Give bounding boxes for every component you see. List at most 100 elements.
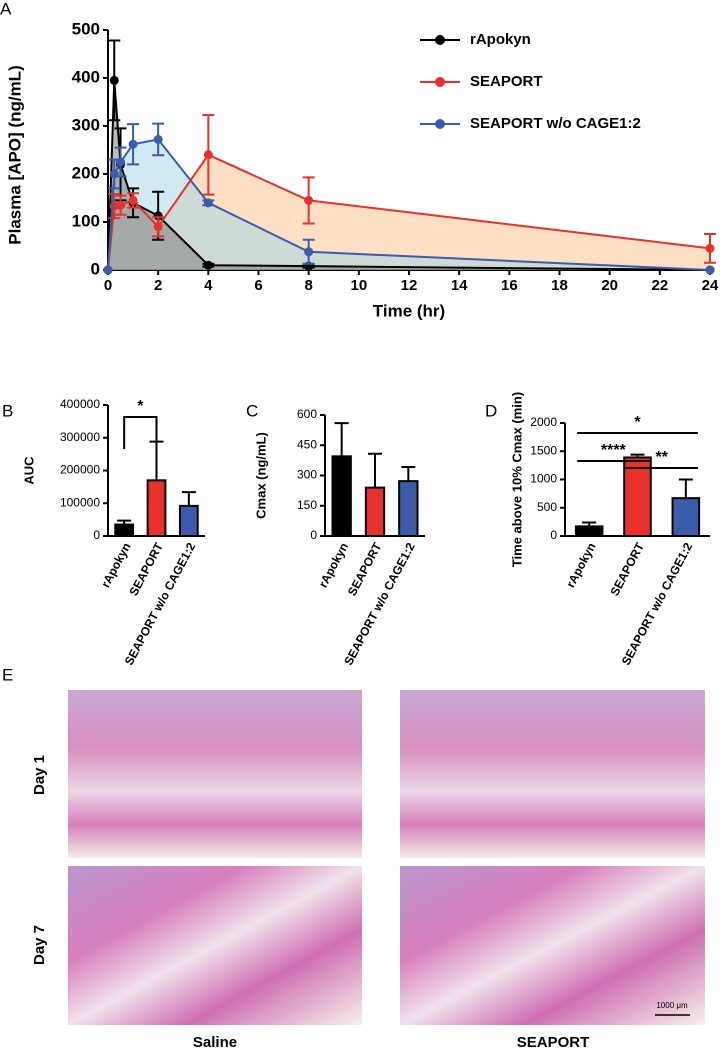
legend-label: SEAPORT w/o CAGE1:2: [470, 115, 641, 132]
y-tick-label: 100: [72, 211, 100, 230]
y-tick-label: 200000: [60, 463, 100, 477]
bar: [146, 479, 167, 538]
error-bar: [401, 466, 416, 482]
legend-marker: [435, 119, 445, 129]
y-axis-label: Plasma [APO] (ng/mL): [5, 65, 24, 244]
data-point: [203, 150, 213, 160]
histology-image: [68, 866, 362, 1025]
row-label: Day 7: [31, 925, 48, 965]
y-tick-label: 400: [72, 67, 100, 86]
data-point: [705, 243, 715, 253]
error-bar: [368, 452, 382, 488]
legend-marker: [435, 77, 445, 87]
series-area: [108, 80, 710, 271]
data-point: [128, 195, 138, 205]
data-point: [128, 139, 138, 149]
y-tick-label: 300000: [60, 430, 100, 444]
panel-label: A: [0, 0, 12, 18]
x-tick-label: 16: [501, 277, 518, 294]
data-point: [203, 198, 213, 208]
y-tick-label: 300: [72, 115, 100, 134]
panel-label: E: [2, 665, 13, 684]
bar: [114, 523, 135, 537]
bar: [398, 480, 419, 537]
significance-bracket: [123, 416, 158, 453]
panel-label: D: [485, 401, 497, 420]
data-point: [116, 157, 126, 167]
y-tick-label: 1000: [530, 472, 557, 486]
y-tick-label: 0: [310, 528, 317, 542]
x-tick-label: 0: [104, 277, 112, 294]
y-tick-label: 0: [91, 259, 100, 278]
data-point: [109, 75, 119, 85]
bar: [671, 497, 701, 537]
x-tick-label: 22: [651, 277, 668, 294]
significance-label: ****: [601, 442, 627, 459]
x-tick-label: 2: [154, 277, 162, 294]
y-axis-label: Time above 10% Cmax (min): [509, 392, 524, 567]
y-tick-label: 400000: [60, 397, 100, 411]
histology-panel: 1000 μm E Day 1 Day 7 Saline SEAPORT: [2, 665, 705, 1051]
legend-label: rApokyn: [470, 31, 531, 48]
data-point: [116, 200, 126, 210]
legend-label: SEAPORT: [470, 73, 543, 90]
x-tick-label: rApokyn: [563, 540, 598, 590]
error-bar: [181, 491, 196, 506]
bar: [623, 456, 652, 537]
data-point: [153, 222, 163, 232]
histology-image: [68, 690, 362, 858]
x-tick-label: 8: [304, 277, 312, 294]
x-tick-label: 14: [451, 277, 468, 294]
significance-label: *: [137, 398, 144, 415]
error-bar: [334, 422, 349, 457]
histology-image: [400, 866, 705, 1025]
data-point: [705, 265, 715, 275]
x-tick-label: rApokyn: [98, 540, 133, 590]
y-tick-label: 2000: [530, 415, 557, 429]
y-tick-label: 600: [297, 407, 317, 421]
error-bar: [678, 478, 693, 499]
panel-label: C: [246, 401, 258, 420]
x-tick-label: SEAPORT w/o CAGE1:2: [341, 540, 418, 668]
data-point: [304, 195, 314, 205]
x-tick-label: SEAPORT: [607, 540, 647, 598]
scale-bar-label: 1000 μm: [656, 1001, 688, 1010]
x-tick-label: 4: [204, 277, 213, 294]
x-tick-label: 10: [350, 277, 367, 294]
bar: [178, 504, 199, 537]
y-tick-label: 450: [297, 437, 317, 451]
bar: [331, 455, 352, 538]
y-tick-label: 0: [550, 528, 557, 542]
data-point: [103, 265, 113, 275]
bar: [364, 486, 386, 538]
series-area: [108, 139, 710, 270]
data-point: [203, 260, 213, 270]
y-tick-label: 1500: [530, 443, 557, 457]
x-tick-label: 18: [551, 277, 568, 294]
y-tick-label: 500: [537, 500, 557, 514]
data-point: [153, 134, 163, 144]
data-point: [304, 247, 314, 257]
x-tick-label: 24: [702, 277, 719, 294]
significance-label: *: [634, 414, 641, 431]
panel-label: B: [2, 401, 13, 420]
significance-label: **: [655, 449, 668, 466]
x-tick-label: 20: [601, 277, 618, 294]
column-label: Saline: [193, 1034, 237, 1051]
histology-image: [400, 690, 705, 858]
x-tick-label: rApokyn: [316, 540, 351, 590]
y-tick-label: 300: [297, 468, 317, 482]
x-axis-label: Time (hr): [373, 301, 445, 320]
y-tick-label: 500: [72, 19, 100, 38]
column-label: SEAPORT: [517, 1034, 590, 1051]
y-axis-label: AUC: [21, 456, 36, 485]
series-line: [107, 80, 711, 271]
x-tick-label: 6: [254, 277, 262, 294]
legend-marker: [435, 35, 445, 45]
y-tick-label: 150: [297, 498, 317, 512]
y-tick-label: 200: [72, 163, 100, 182]
y-axis-label: Cmax (ng/mL): [253, 432, 268, 519]
x-tick-label: 12: [401, 277, 418, 294]
row-label: Day 1: [31, 755, 48, 795]
